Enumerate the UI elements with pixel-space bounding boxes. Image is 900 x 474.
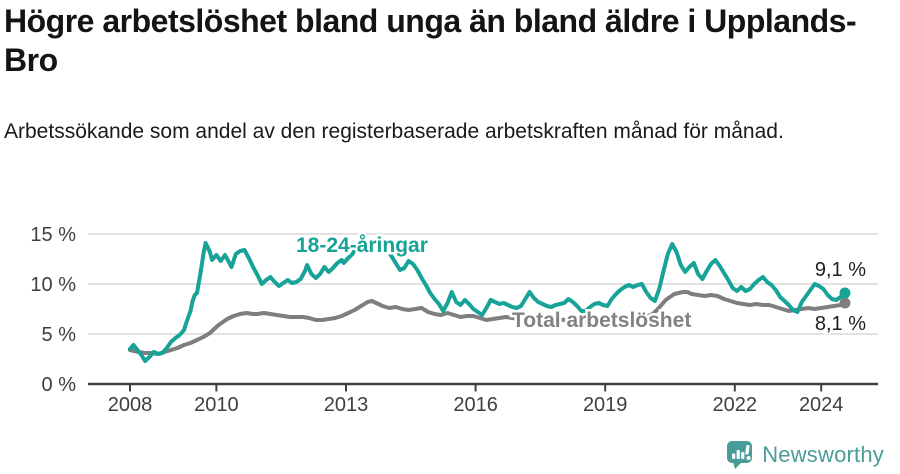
chart-header: Högre arbetslöshet bland unga än bland ä… xyxy=(4,2,884,143)
end-value-label-youth: 9,1 % xyxy=(815,259,866,281)
newsworthy-logo: Newsworthy xyxy=(725,439,884,470)
x-tick-label: 2013 xyxy=(324,394,369,416)
newsworthy-logo-icon xyxy=(727,441,753,469)
page-title: Högre arbetslöshet bland unga än bland ä… xyxy=(4,3,857,78)
y-tick-label: 10 % xyxy=(30,274,76,296)
series-line-youth xyxy=(128,239,847,363)
x-axis: 2008 2010 2013 2016 2019 2022 2024 xyxy=(88,382,878,416)
x-tick-label: 2008 xyxy=(108,394,153,416)
newsworthy-logo-text: Newsworthy xyxy=(762,441,884,467)
y-axis-labels: 0 % 5 % 10 % 15 % xyxy=(30,224,76,396)
series-label-total: Total arbetslöshet xyxy=(512,309,691,332)
page-subtitle: Arbetssökande som andel av den registerb… xyxy=(4,120,784,143)
series-end-dot-total xyxy=(839,297,851,309)
series-line-total xyxy=(128,290,847,356)
x-tick-label: 2010 xyxy=(194,394,239,416)
y-tick-label: 5 % xyxy=(42,324,77,346)
x-tick-label: 2019 xyxy=(583,394,628,416)
y-tick-label: 15 % xyxy=(30,224,76,246)
x-tick-label: 2016 xyxy=(453,394,498,416)
gridlines xyxy=(88,233,878,335)
series-end-dot-youth xyxy=(839,287,851,299)
end-value-label-total: 8,1 % xyxy=(815,313,866,335)
x-tick-label: 2024 xyxy=(799,394,844,416)
x-tick-label: 2022 xyxy=(713,394,758,416)
y-tick-label: 0 % xyxy=(42,374,77,396)
series-label-youth: 18-24-åringar xyxy=(296,234,428,257)
